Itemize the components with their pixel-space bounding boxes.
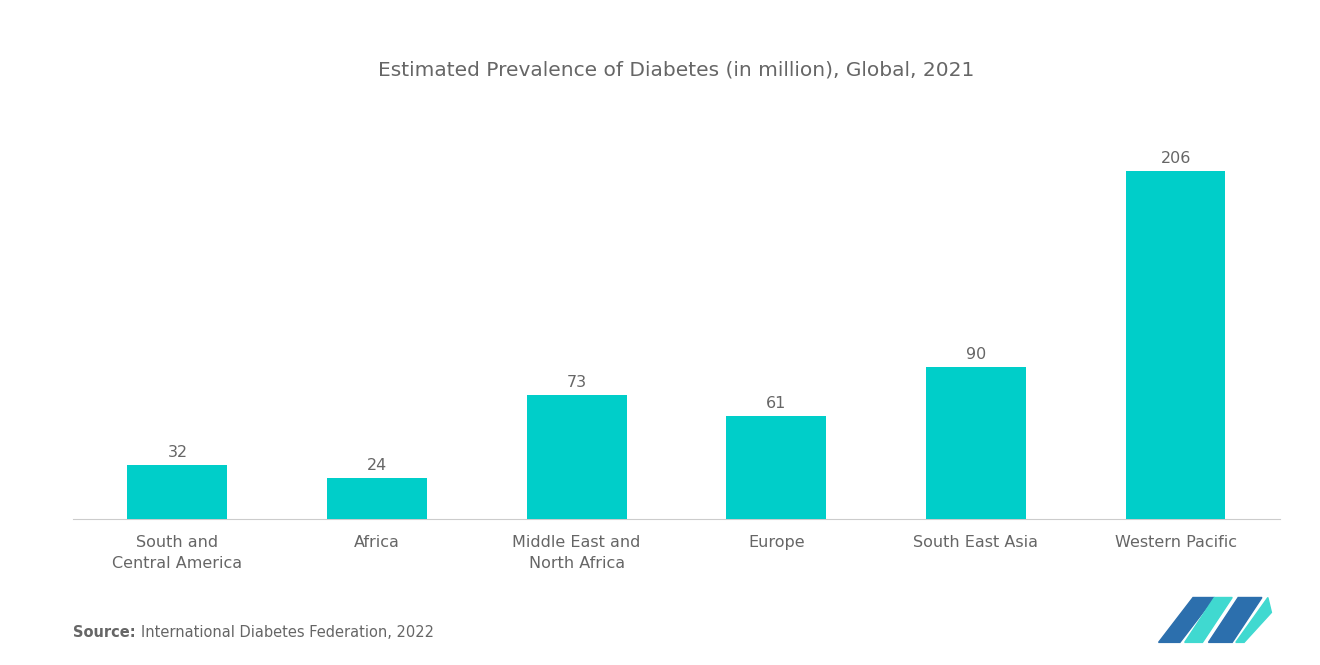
Text: 24: 24: [367, 458, 387, 473]
Bar: [327, 478, 426, 519]
Polygon shape: [1159, 597, 1214, 642]
Text: 90: 90: [966, 346, 986, 362]
Polygon shape: [1236, 597, 1271, 642]
Bar: [128, 465, 227, 519]
Title: Estimated Prevalence of Diabetes (in million), Global, 2021: Estimated Prevalence of Diabetes (in mil…: [379, 61, 974, 80]
Polygon shape: [1209, 597, 1262, 642]
Text: 61: 61: [766, 396, 787, 410]
Bar: [527, 396, 627, 519]
Text: International Diabetes Federation, 2022: International Diabetes Federation, 2022: [141, 624, 434, 640]
Text: 206: 206: [1160, 151, 1191, 166]
Polygon shape: [1185, 597, 1233, 642]
Text: 32: 32: [168, 445, 187, 460]
Bar: [927, 366, 1026, 519]
Bar: [726, 416, 826, 519]
Text: 73: 73: [566, 375, 587, 390]
Text: Source:: Source:: [73, 624, 135, 640]
Bar: [1126, 171, 1225, 519]
